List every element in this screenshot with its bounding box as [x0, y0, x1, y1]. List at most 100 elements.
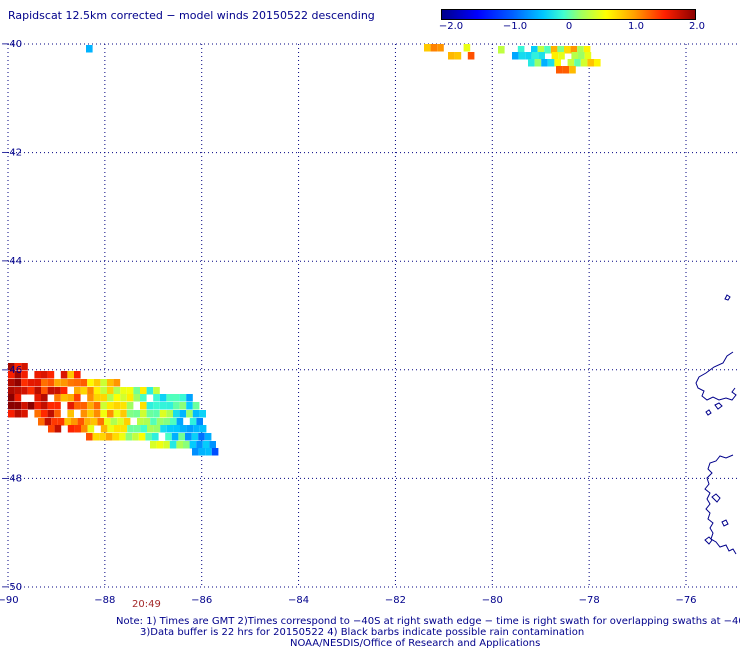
wind-difference-cell: [113, 387, 121, 395]
x-tick-label: −82: [385, 595, 406, 606]
wind-difference-cell: [132, 433, 139, 441]
wind-difference-cell: [156, 418, 164, 426]
wind-difference-cell: [550, 46, 558, 54]
wind-difference-cell: [150, 418, 157, 426]
wind-difference-cell: [196, 418, 203, 426]
wind-difference-cell: [114, 425, 121, 433]
wind-difference-cell: [189, 441, 197, 449]
wind-difference-cell: [47, 410, 55, 418]
wind-difference-cell: [126, 394, 134, 402]
wind-difference-cell: [8, 387, 15, 395]
wind-difference-cell: [57, 418, 65, 426]
wind-difference-cell: [145, 433, 152, 441]
wind-difference-cell: [87, 410, 94, 418]
wind-difference-cell: [574, 59, 581, 67]
wind-difference-cell: [159, 410, 167, 418]
wind-difference-cell: [467, 52, 475, 60]
wind-difference-cell: [93, 379, 101, 387]
wind-difference-cell: [92, 433, 100, 441]
wind-difference-cell: [80, 410, 88, 418]
wind-difference-cell: [47, 371, 55, 379]
wind-difference-cell: [21, 363, 28, 371]
wind-difference-cell: [80, 379, 88, 387]
wind-difference-cell: [14, 387, 22, 395]
wind-difference-cell: [166, 394, 173, 402]
wind-difference-cell: [80, 387, 88, 395]
wind-difference-cell: [113, 410, 121, 418]
wind-difference-cell: [87, 394, 94, 402]
wind-difference-cell: [97, 418, 104, 426]
wind-difference-cell: [14, 363, 22, 371]
wind-difference-cell: [179, 394, 187, 402]
wind-difference-cell: [551, 52, 559, 60]
y-tick-label: −42: [1, 148, 22, 159]
axis-tick-labels: −90 −88 −86 −84 −82 −80 −78 −76 −40 −42 −44 −46 −48 −…: [0, 39, 697, 606]
wind-difference-cell: [100, 387, 107, 395]
wind-difference-cell: [547, 59, 555, 67]
wind-difference-cell: [41, 402, 48, 410]
wind-difference-cell: [71, 418, 78, 426]
wind-difference-cell: [8, 363, 15, 371]
wind-difference-cell: [81, 425, 88, 433]
wind-difference-cell: [146, 402, 154, 410]
wind-difference-cell: [133, 387, 140, 395]
wind-difference-cell: [54, 387, 61, 395]
wind-difference-cell: [86, 45, 93, 53]
wind-difference-cell: [41, 379, 48, 387]
wind-difference-cell: [140, 387, 147, 395]
wind-difference-cell: [21, 371, 28, 379]
wind-difference-cell: [112, 433, 119, 441]
wind-difference-cell: [583, 46, 591, 54]
wind-difference-cell: [21, 402, 28, 410]
wind-difference-cell: [541, 59, 548, 67]
wind-difference-cell: [100, 402, 107, 410]
wind-difference-cell: [137, 418, 144, 426]
wind-difference-cell: [159, 402, 167, 410]
wind-difference-cell: [192, 410, 200, 418]
wind-difference-cell: [186, 410, 193, 418]
wind-difference-cell: [165, 433, 172, 441]
wind-difference-cell: [564, 46, 571, 54]
wind-difference-cell: [100, 425, 108, 433]
colorbar-label-neg2: −2.0: [438, 21, 464, 32]
wind-difference-cell: [54, 410, 61, 418]
x-tick-label: −76: [675, 595, 696, 606]
wind-difference-cell: [198, 448, 206, 456]
wind-difference-cell: [173, 425, 180, 433]
colorbar-label-pos1: 1.0: [628, 21, 644, 32]
x-tick-label: −78: [579, 595, 600, 606]
wind-difference-cell: [27, 402, 35, 410]
wind-difference-cell: [454, 52, 462, 60]
wind-difference-cell: [463, 44, 471, 52]
wind-difference-cell: [448, 52, 455, 60]
wind-difference-cell: [204, 433, 212, 441]
wind-difference-cell: [8, 371, 15, 379]
wind-difference-cell: [518, 52, 526, 60]
wind-difference-cell: [189, 418, 197, 426]
wind-difference-cell: [67, 379, 74, 387]
wind-difference-cell: [87, 425, 95, 433]
wind-difference-cell: [176, 441, 183, 449]
wind-difference-cell: [570, 46, 578, 54]
wind-difference-cell: [537, 46, 545, 54]
wind-difference-cell: [60, 394, 68, 402]
wind-difference-cell: [14, 371, 22, 379]
wind-difference-cell: [38, 418, 45, 426]
wind-difference-cell: [84, 418, 91, 426]
wind-difference-cell: [67, 410, 74, 418]
wind-difference-cell: [152, 433, 159, 441]
wind-difference-cell: [557, 46, 564, 54]
wind-difference-cell: [554, 59, 561, 67]
wind-difference-cell: [8, 410, 15, 418]
wind-difference-cell: [47, 387, 55, 395]
coastline-segment: [705, 402, 723, 416]
footnote-line-1: Note: 1) Times are GMT 2)Times correspon…: [116, 616, 740, 627]
x-tick-label: −80: [482, 595, 503, 606]
wind-difference-cell: [199, 425, 207, 433]
wind-difference-cell: [74, 402, 81, 410]
wind-difference-cell: [104, 418, 111, 426]
y-tick-label: −44: [1, 256, 22, 267]
wind-difference-cell: [196, 441, 203, 449]
colorbar-label-pos2: 2.0: [689, 21, 705, 32]
